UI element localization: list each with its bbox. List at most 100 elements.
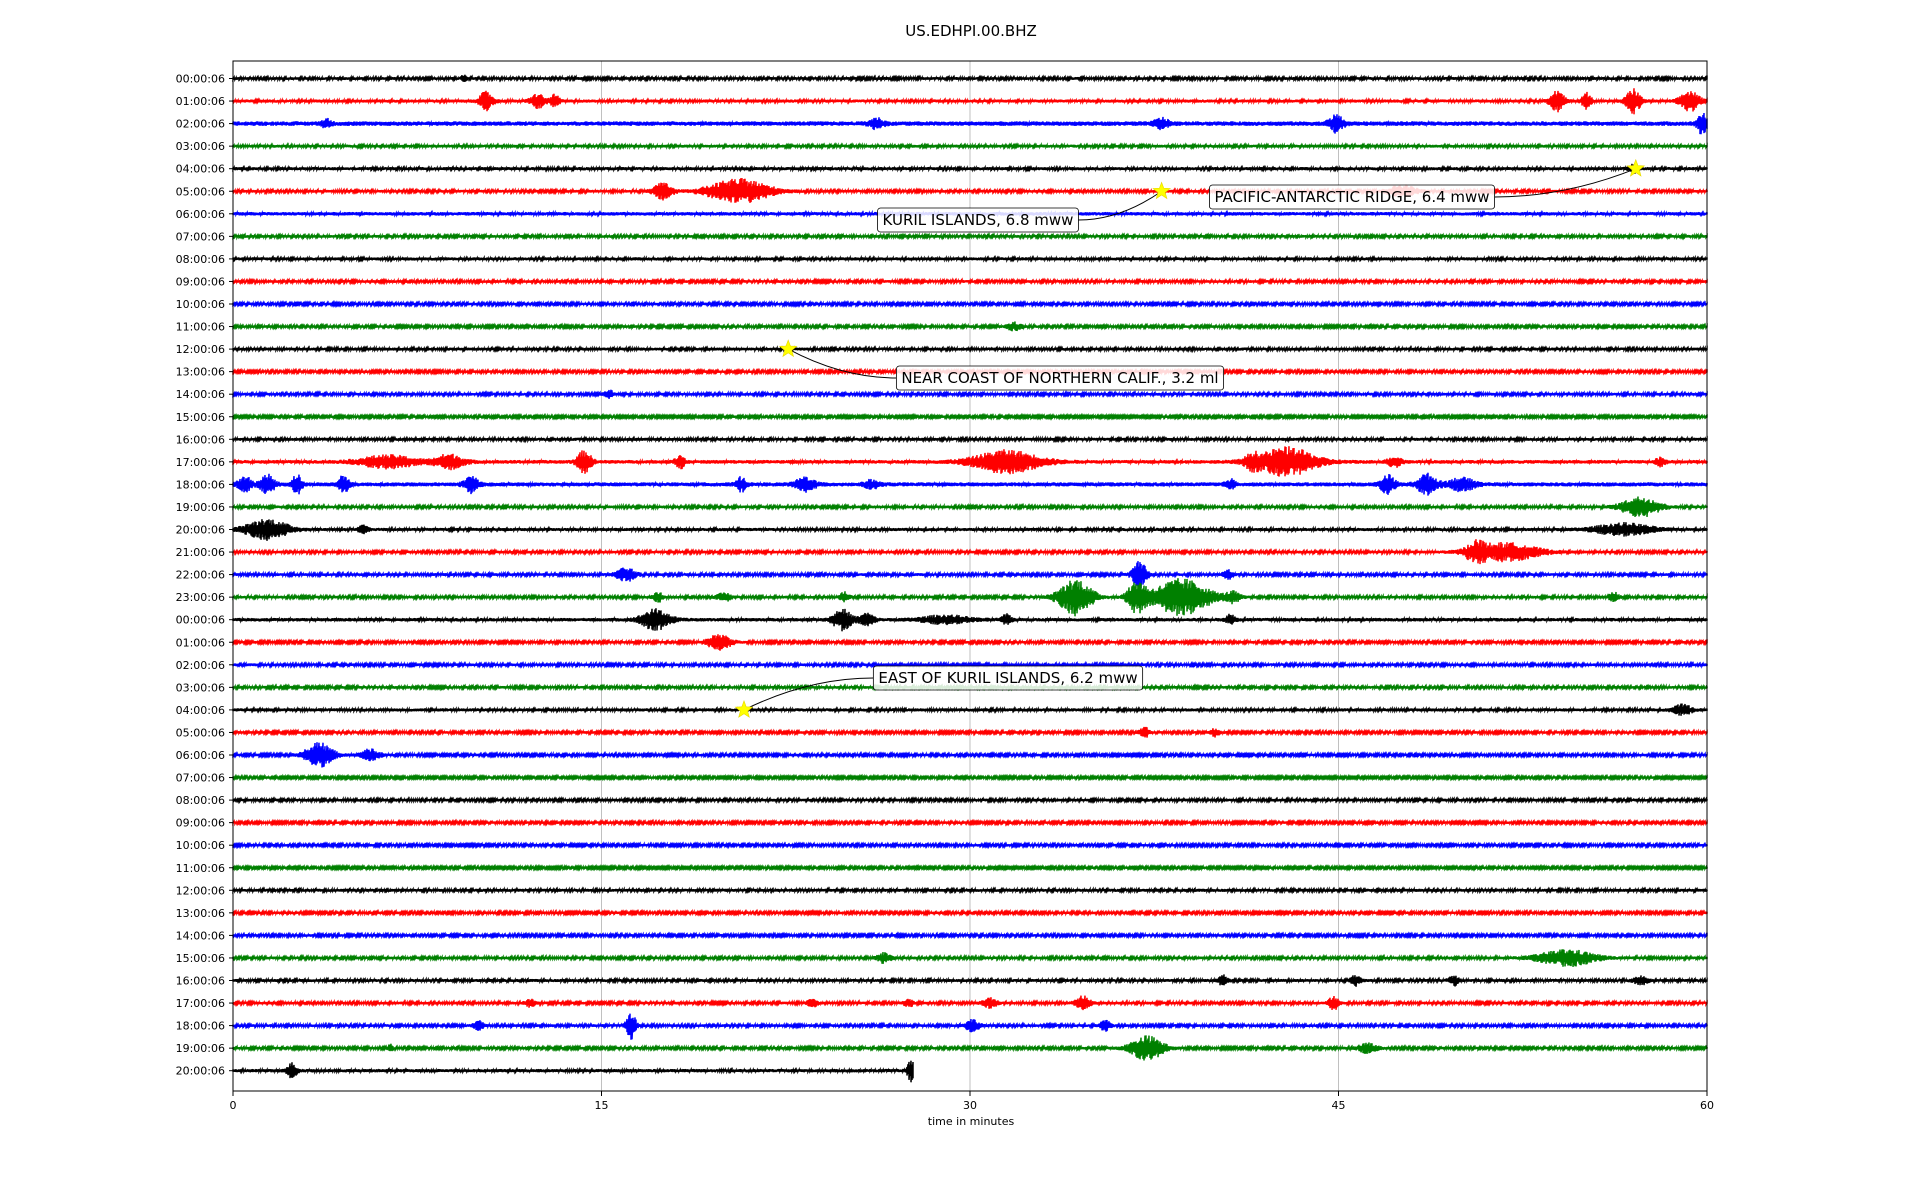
y-tick-label: 09:00:06 bbox=[176, 275, 225, 288]
trace-row bbox=[232, 496, 1708, 517]
trace-row bbox=[232, 908, 1708, 917]
y-tick-label: 11:00:06 bbox=[176, 321, 225, 334]
trace-row bbox=[232, 389, 1708, 400]
trace-row bbox=[232, 472, 1708, 496]
y-tick-label: 01:00:06 bbox=[176, 636, 225, 649]
y-tick-label: 01:00:06 bbox=[176, 95, 225, 108]
trace-row bbox=[232, 578, 1708, 617]
row-time-labels: 00:00:06 01:00:06 02:00:06 03:00:06 04:00:06… bbox=[176, 73, 233, 1078]
trace-row bbox=[232, 561, 1708, 588]
y-tick-label: 11:00:06 bbox=[176, 862, 225, 875]
y-tick-label: 03:00:06 bbox=[176, 140, 225, 153]
y-tick-label: 08:00:06 bbox=[176, 794, 225, 807]
trace-row bbox=[232, 232, 1708, 241]
y-tick-label: 22:00:06 bbox=[176, 569, 225, 582]
trace-row bbox=[232, 435, 1708, 444]
trace-row bbox=[232, 795, 1708, 805]
y-tick-label: 13:00:06 bbox=[176, 907, 225, 920]
trace-row bbox=[232, 886, 1708, 895]
y-tick-label: 23:00:06 bbox=[176, 591, 225, 604]
y-tick-label: 08:00:06 bbox=[176, 253, 225, 266]
trace-row bbox=[232, 608, 1708, 632]
y-tick-label: 10:00:06 bbox=[176, 298, 225, 311]
trace-row bbox=[232, 841, 1708, 850]
y-tick-label: 15:00:06 bbox=[176, 952, 225, 965]
annotation-box bbox=[1209, 184, 1495, 210]
annotation-label: NEAR COAST OF NORTHERN CALIF., 3.2 ml bbox=[901, 369, 1218, 387]
trace-row bbox=[232, 88, 1708, 115]
y-tick-label: 16:00:06 bbox=[176, 975, 225, 988]
annotation-connector bbox=[1494, 168, 1636, 198]
annotation-label: EAST OF KURIL ISLANDS, 6.2 mww bbox=[878, 669, 1137, 687]
y-tick-label: 00:00:06 bbox=[176, 614, 225, 627]
y-tick-label: 17:00:06 bbox=[176, 997, 225, 1010]
trace-row bbox=[232, 446, 1708, 477]
event-star-marker bbox=[734, 700, 754, 718]
event-star-marker bbox=[778, 339, 798, 358]
annotation-label: KURIL ISLANDS, 6.8 mww bbox=[883, 211, 1074, 229]
plot-frame bbox=[232, 60, 1708, 1092]
trace-row bbox=[232, 949, 1708, 967]
y-tick-label: 18:00:06 bbox=[176, 1020, 225, 1033]
annotation-connector bbox=[743, 677, 874, 711]
trace-row bbox=[232, 1013, 1708, 1040]
trace-row bbox=[232, 299, 1708, 309]
trace-row bbox=[232, 995, 1708, 1011]
x-axis-ticks: 0 15 30 45 60 bbox=[230, 1091, 1714, 1112]
trace-row bbox=[232, 742, 1708, 768]
y-tick-label: 21:00:06 bbox=[176, 546, 225, 559]
trace-row bbox=[232, 974, 1708, 987]
y-tick-label: 14:00:06 bbox=[176, 388, 225, 401]
trace-row bbox=[232, 321, 1708, 332]
trace-row bbox=[232, 539, 1708, 565]
trace-row bbox=[232, 163, 1708, 174]
trace-row bbox=[232, 660, 1708, 669]
y-tick-label: 14:00:06 bbox=[176, 929, 225, 942]
y-tick-label: 18:00:06 bbox=[176, 478, 225, 491]
y-tick-label: 05:00:06 bbox=[176, 185, 225, 198]
y-tick-label: 02:00:06 bbox=[176, 659, 225, 672]
x-tick-label: 60 bbox=[1700, 1099, 1714, 1112]
y-tick-label: 07:00:06 bbox=[176, 772, 225, 785]
y-tick-label: 02:00:06 bbox=[176, 118, 225, 131]
trace-row bbox=[232, 254, 1708, 263]
x-axis-label: time in minutes bbox=[928, 1115, 1015, 1128]
trace-row bbox=[232, 74, 1708, 83]
y-tick-label: 15:00:06 bbox=[176, 411, 225, 424]
trace-row bbox=[232, 863, 1708, 872]
annotation-box bbox=[877, 207, 1079, 233]
trace-row bbox=[232, 142, 1708, 151]
trace-row bbox=[232, 345, 1708, 354]
seismic-traces bbox=[232, 74, 1708, 1083]
y-tick-label: 03:00:06 bbox=[176, 681, 225, 694]
y-tick-label: 12:00:06 bbox=[176, 343, 225, 356]
y-tick-label: 19:00:06 bbox=[176, 1042, 225, 1055]
annotation-connector bbox=[1078, 190, 1162, 221]
y-tick-label: 13:00:06 bbox=[176, 366, 225, 379]
y-tick-label: 06:00:06 bbox=[176, 208, 225, 221]
annotation-box bbox=[872, 665, 1144, 691]
event-star-marker bbox=[1152, 181, 1172, 200]
trace-row bbox=[232, 1060, 914, 1083]
trace-row bbox=[232, 412, 1708, 421]
y-tick-label: 04:00:06 bbox=[176, 163, 225, 176]
y-tick-label: 17:00:06 bbox=[176, 456, 225, 469]
event-markers: KURIL ISLANDS, 6.8 mww PACIFIC-ANTARCTIC … bbox=[734, 158, 1646, 718]
x-tick-label: 15 bbox=[595, 1099, 609, 1112]
x-tick-label: 30 bbox=[963, 1099, 977, 1112]
trace-row bbox=[232, 519, 1708, 541]
y-tick-label: 05:00:06 bbox=[176, 726, 225, 739]
y-tick-label: 07:00:06 bbox=[176, 230, 225, 243]
y-tick-label: 16:00:06 bbox=[176, 433, 225, 446]
trace-row bbox=[232, 726, 1708, 738]
trace-row bbox=[232, 634, 1708, 651]
y-tick-label: 09:00:06 bbox=[176, 817, 225, 830]
trace-row bbox=[232, 277, 1708, 286]
trace-row bbox=[232, 773, 1708, 782]
y-tick-label: 20:00:06 bbox=[176, 524, 225, 537]
y-tick-label: 04:00:06 bbox=[176, 704, 225, 717]
y-tick-label: 20:00:06 bbox=[176, 1065, 225, 1078]
x-tick-label: 45 bbox=[1332, 1099, 1346, 1112]
y-tick-label: 19:00:06 bbox=[176, 501, 225, 514]
y-tick-label: 12:00:06 bbox=[176, 884, 225, 897]
